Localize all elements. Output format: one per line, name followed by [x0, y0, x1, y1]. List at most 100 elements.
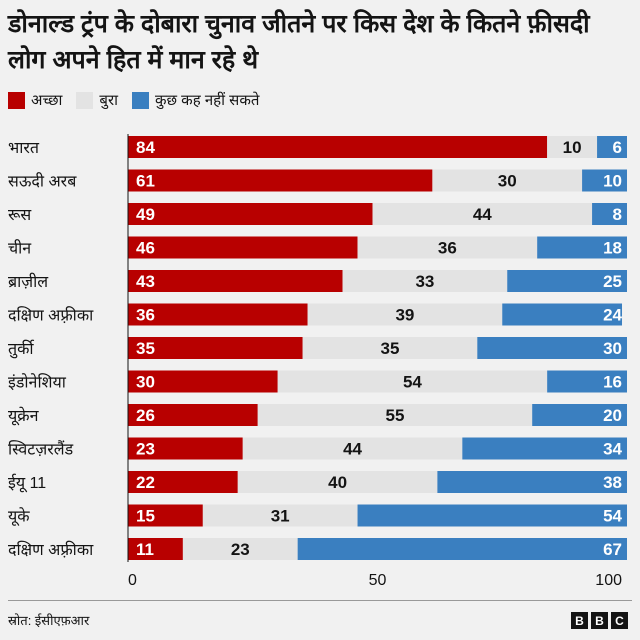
category-label: सऊदी अरब — [8, 172, 77, 191]
legend-label: कुछ कह नहीं सकते — [154, 92, 260, 109]
bar-bad — [302, 337, 478, 359]
bar-unsure — [507, 270, 627, 292]
data-label: 30 — [136, 373, 155, 392]
category-label: रूस — [8, 207, 32, 224]
category-label: यूक्रेन — [8, 406, 40, 426]
category-label: यूके — [8, 507, 30, 527]
bar-unsure — [357, 504, 627, 527]
data-label: 55 — [386, 406, 405, 425]
data-label: 39 — [395, 306, 414, 325]
data-label: 34 — [603, 440, 622, 459]
bar-unsure — [582, 169, 627, 192]
data-label: 36 — [136, 306, 155, 325]
bar-bad — [242, 437, 463, 460]
legend-swatch — [76, 91, 94, 109]
data-label: 67 — [603, 540, 622, 559]
bar-unsure — [502, 303, 623, 326]
category-label: ब्राज़ील — [8, 272, 49, 291]
chart-title: डोनाल्ड ट्रंप के दोबारा चुनाव जीतने पर क… — [8, 10, 590, 74]
legend-item-good: अच्छा — [8, 90, 62, 110]
data-label: 26 — [136, 406, 155, 425]
data-label: 10 — [603, 172, 622, 191]
data-label: 54 — [403, 373, 422, 392]
bar-good — [128, 370, 278, 393]
category-label: भारत — [8, 140, 40, 157]
data-label: 20 — [603, 406, 622, 425]
bar-bad — [357, 236, 538, 259]
data-label: 18 — [603, 239, 622, 258]
bar-bad — [432, 169, 583, 192]
bar-good — [128, 270, 343, 292]
category-label: इंडोनेशिया — [8, 373, 67, 392]
x-tick-label: 50 — [369, 572, 387, 589]
bar-unsure — [297, 538, 627, 560]
legend-swatch — [131, 91, 149, 109]
bar-unsure — [462, 437, 627, 460]
bar-good — [128, 471, 238, 493]
data-label: 61 — [136, 172, 155, 191]
data-label: 40 — [328, 473, 347, 492]
data-label: 25 — [603, 272, 622, 291]
data-label: 30 — [498, 172, 517, 191]
data-label: 23 — [136, 440, 155, 459]
bar-good — [128, 203, 373, 225]
category-label: ईयू 11 — [8, 473, 46, 493]
divider — [8, 600, 632, 601]
bar-unsure — [597, 136, 627, 158]
data-label: 49 — [136, 205, 155, 224]
bar-bad — [342, 270, 508, 292]
data-label: 38 — [603, 473, 622, 492]
data-label: 16 — [603, 373, 622, 392]
bar-unsure — [537, 236, 627, 259]
bar-bad — [372, 203, 593, 225]
bar-unsure — [532, 404, 627, 426]
legend: अच्छा बुरा कुछ कह नहीं सकते — [8, 90, 273, 110]
data-label: 11 — [136, 540, 154, 559]
data-label: 44 — [473, 205, 492, 224]
data-label: 22 — [136, 473, 155, 492]
data-label: 33 — [415, 272, 434, 291]
data-label: 44 — [343, 440, 362, 459]
data-label: 54 — [603, 507, 622, 526]
x-tick-label: 0 — [128, 572, 137, 589]
data-label: 6 — [613, 138, 622, 157]
category-label: दक्षिण अफ़्रीका — [8, 306, 94, 325]
data-label: 31 — [271, 507, 290, 526]
bar-good — [128, 538, 183, 560]
data-label: 10 — [563, 138, 582, 157]
data-label: 30 — [603, 339, 622, 358]
bar-good — [128, 504, 203, 527]
legend-item-unsure: कुछ कह नहीं सकते — [131, 90, 260, 110]
x-tick-label: 100 — [595, 572, 622, 589]
bar-unsure — [547, 370, 627, 393]
legend-label: अच्छा — [31, 92, 63, 109]
bar-bad — [307, 303, 503, 326]
bar-good — [128, 303, 308, 326]
bar-unsure — [437, 471, 627, 493]
data-label: 23 — [231, 540, 250, 559]
bar-bad — [182, 538, 298, 560]
bar-bad — [257, 404, 533, 426]
category-label: तुर्की — [8, 339, 34, 359]
data-label: 43 — [136, 272, 155, 291]
data-label: 35 — [136, 339, 155, 358]
legend-label: बुरा — [99, 92, 118, 109]
bar-good — [128, 404, 258, 426]
data-label: 84 — [136, 138, 155, 157]
data-label: 24 — [603, 306, 622, 325]
bar-good — [128, 136, 548, 158]
bar-good — [128, 437, 243, 460]
bar-good — [128, 169, 433, 192]
bar-good — [128, 337, 303, 359]
data-label: 35 — [381, 339, 400, 358]
legend-item-bad: बुरा — [76, 90, 118, 110]
legend-swatch — [8, 91, 25, 109]
bar-bad — [237, 471, 438, 493]
bar-unsure — [592, 203, 627, 225]
data-label: 8 — [613, 205, 622, 224]
data-label: 46 — [136, 239, 155, 258]
bar-good — [128, 236, 358, 259]
bar-bad — [547, 136, 598, 158]
